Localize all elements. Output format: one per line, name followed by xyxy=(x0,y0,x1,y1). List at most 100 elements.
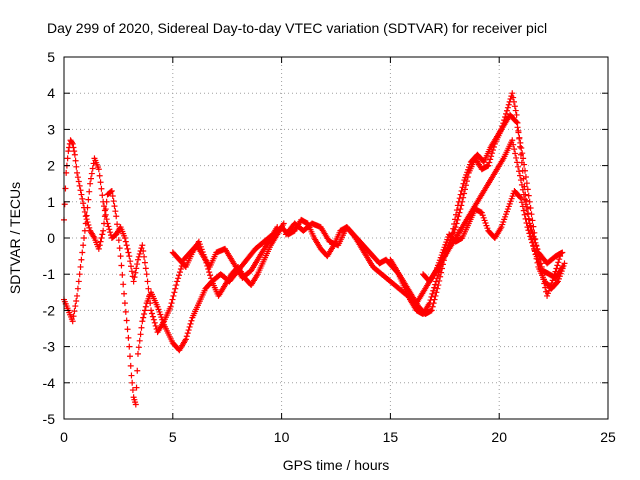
data-point xyxy=(101,207,108,214)
y-tick-label: -2 xyxy=(43,302,56,318)
data-point xyxy=(96,172,103,179)
data-point xyxy=(134,256,141,263)
data-point xyxy=(141,311,148,318)
data-point xyxy=(517,177,524,184)
data-point xyxy=(182,336,189,343)
data-point xyxy=(84,204,91,211)
data-point xyxy=(432,281,439,288)
y-tick-label: -4 xyxy=(43,375,56,391)
data-point xyxy=(70,144,77,151)
data-point xyxy=(71,308,78,315)
data-point xyxy=(133,265,140,272)
y-tick-label: -1 xyxy=(43,266,56,282)
data-point xyxy=(517,143,524,150)
data-point xyxy=(554,262,561,269)
data-point xyxy=(460,194,467,201)
data-point xyxy=(461,190,468,197)
data-point xyxy=(523,206,530,213)
data-point xyxy=(511,146,518,153)
data-point xyxy=(527,205,534,212)
data-point xyxy=(99,231,106,238)
data-point xyxy=(172,285,179,292)
data-point xyxy=(73,297,80,304)
data-point xyxy=(149,313,156,320)
data-point xyxy=(139,242,146,249)
data-point xyxy=(140,248,147,255)
data-point xyxy=(124,326,131,333)
data-point xyxy=(428,293,435,300)
data-point xyxy=(129,379,136,386)
x-tick-label: 25 xyxy=(600,429,616,445)
data-point xyxy=(110,198,117,205)
data-point xyxy=(88,170,95,177)
data-point xyxy=(539,272,546,279)
data-point xyxy=(141,253,148,260)
x-axis-label: GPS time / hours xyxy=(283,457,390,473)
data-point xyxy=(453,220,460,227)
data-point xyxy=(143,271,150,278)
data-point xyxy=(464,173,471,180)
data-point xyxy=(533,243,540,250)
data-point xyxy=(552,268,559,275)
data-point xyxy=(520,155,527,162)
data-point xyxy=(169,296,176,303)
data-point xyxy=(515,163,522,170)
data-point xyxy=(144,278,151,285)
data-point xyxy=(113,213,120,220)
data-point xyxy=(104,220,111,227)
data-point xyxy=(168,300,175,307)
data-point xyxy=(152,322,159,329)
data-point xyxy=(119,271,126,278)
x-tick-label: 10 xyxy=(274,429,290,445)
data-point xyxy=(538,268,545,275)
y-tick-label: -5 xyxy=(43,411,56,427)
data-point xyxy=(525,192,532,199)
data-point xyxy=(106,226,113,233)
series-track-2 xyxy=(61,155,281,336)
data-point xyxy=(434,285,441,292)
series-track-7 xyxy=(282,137,566,307)
data-point xyxy=(150,316,157,323)
data-point xyxy=(427,297,434,304)
data-point xyxy=(134,367,141,374)
series-track-1 xyxy=(61,137,285,408)
data-point xyxy=(135,253,142,260)
y-axis-label: SDTVAR / TECUs xyxy=(7,182,23,294)
data-point xyxy=(98,235,105,241)
data-point xyxy=(103,216,110,223)
data-point xyxy=(431,284,438,291)
data-point xyxy=(509,90,516,97)
data-point xyxy=(142,265,149,272)
data-point xyxy=(118,262,125,269)
data-point xyxy=(138,324,145,331)
x-tick-label: 0 xyxy=(60,429,68,445)
data-point xyxy=(96,242,103,249)
data-point xyxy=(516,135,523,142)
data-point xyxy=(109,193,116,200)
data-point xyxy=(145,285,152,292)
data-point xyxy=(529,217,536,224)
data-point xyxy=(517,194,524,201)
data-point xyxy=(526,220,533,227)
data-point xyxy=(530,233,537,240)
data-point xyxy=(555,259,562,266)
data-point xyxy=(95,245,102,252)
data-point xyxy=(454,216,461,223)
data-point xyxy=(532,239,539,246)
data-point xyxy=(74,169,81,176)
data-point xyxy=(115,237,122,244)
data-point xyxy=(534,246,541,253)
data-point xyxy=(64,155,71,162)
data-point xyxy=(513,119,520,126)
data-point xyxy=(132,269,139,276)
data-point xyxy=(455,213,462,220)
data-point xyxy=(187,320,194,327)
data-point xyxy=(503,110,510,117)
y-tick-label: 4 xyxy=(47,85,55,101)
data-point xyxy=(127,353,134,360)
data-point xyxy=(510,98,517,105)
data-point xyxy=(516,172,523,179)
y-tick-label: 3 xyxy=(47,121,55,137)
data-point xyxy=(86,224,93,231)
data-point xyxy=(463,178,470,185)
